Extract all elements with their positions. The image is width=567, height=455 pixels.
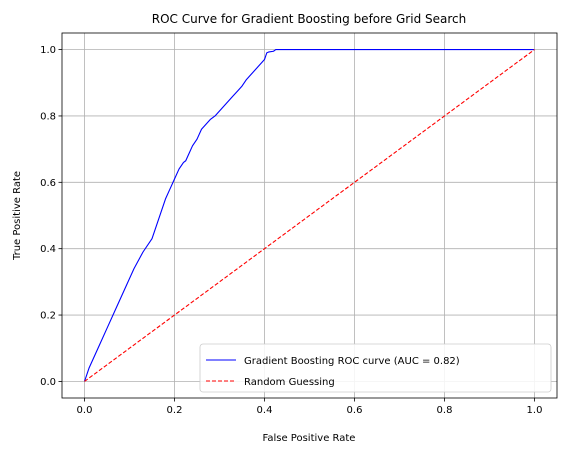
axis-ticks: 0.0 0.2 0.4 0.6 0.8 1.0 0.0 0.2 0.4 0.6 0.8 1.0 — [40, 45, 542, 416]
x-axis-label: False Positive Rate — [263, 433, 356, 444]
y-tick-label: 0.6 — [40, 178, 56, 189]
legend-label-gradient-boosting: Gradient Boosting ROC curve (AUC = 0.82) — [244, 356, 460, 367]
chart-title: ROC Curve for Gradient Boosting before G… — [152, 12, 466, 26]
x-tick-label: 0.6 — [347, 405, 363, 416]
y-tick-label: 0.0 — [40, 377, 56, 388]
y-tick-label: 0.2 — [40, 311, 56, 322]
y-tick-label: 0.4 — [40, 244, 56, 255]
x-tick-label: 0.8 — [437, 405, 453, 416]
plot-frame — [61, 32, 558, 399]
y-tick-label: 1.0 — [40, 45, 56, 56]
random-guessing-line — [84, 49, 535, 382]
y-tick-label: 0.8 — [40, 111, 56, 122]
legend-box — [199, 343, 552, 393]
y-axis-label: True Positive Rate — [12, 171, 23, 261]
plot-series — [83, 49, 535, 382]
legend-label-random-guessing: Random Guessing — [244, 377, 335, 388]
x-tick-label: 0.2 — [167, 405, 183, 416]
grid-lines — [62, 33, 557, 398]
roc-curve-line — [83, 49, 535, 382]
legend: Gradient Boosting ROC curve (AUC = 0.82)… — [199, 343, 552, 393]
x-tick-label: 0.0 — [77, 405, 93, 416]
x-tick-label: 0.4 — [257, 405, 273, 416]
x-tick-label: 1.0 — [527, 405, 543, 416]
